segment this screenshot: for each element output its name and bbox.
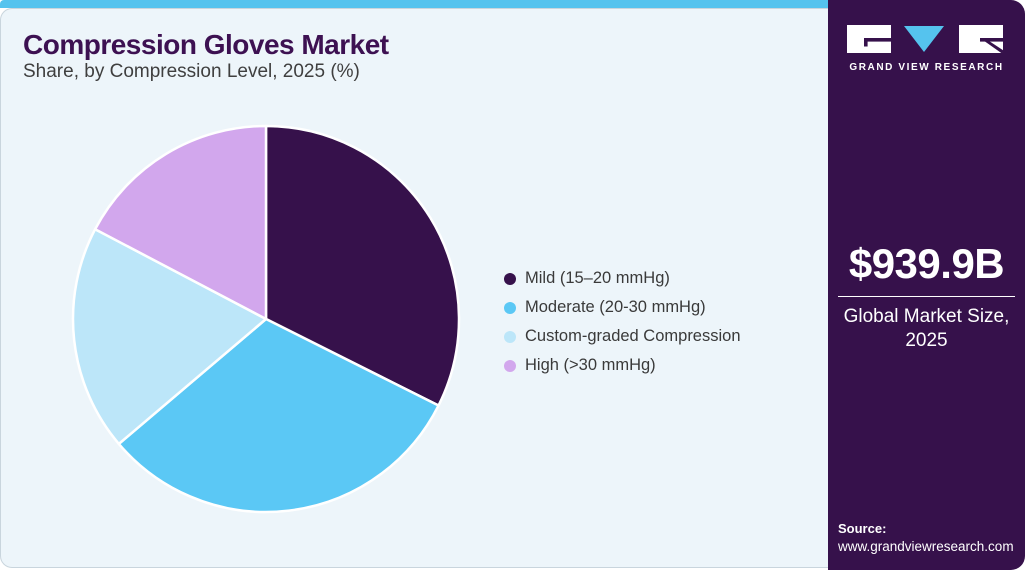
legend-item: Moderate (20-30 mmHg) (504, 293, 741, 322)
pie-slice-4 (93, 124, 268, 321)
page-title: Compression Gloves Market (23, 29, 389, 60)
legend-item: Mild (15–20 mmHg) (504, 264, 741, 293)
source-block: Source: www.grandviewresearch.com (838, 521, 1014, 556)
legend-label: Mild (15–20 mmHg) (525, 269, 670, 287)
brand-logo: GRAND VIEW RESEARCH (828, 22, 1025, 73)
divider (838, 296, 1015, 297)
legend-label: Custom-graded Compression (525, 327, 741, 345)
page-subtitle: Share, by Compression Level, 2025 (%) (23, 61, 360, 82)
legend-label: Moderate (20-30 mmHg) (525, 298, 706, 316)
sidebar-panel: GRAND VIEW RESEARCH $939.9B Global Marke… (828, 0, 1025, 570)
chart-card: Compression Gloves Market Share, by Comp… (0, 8, 836, 568)
legend-label: High (>30 mmHg) (525, 356, 656, 374)
pie-slice-1 (264, 124, 461, 407)
pie-slice-3 (71, 227, 268, 446)
legend-swatch-icon (504, 330, 516, 343)
gvr-logo-icon (846, 25, 1005, 54)
source-label: Source: (838, 521, 887, 536)
chart-legend: Mild (15–20 mmHg) Moderate (20-30 mmHg) Cu… (504, 264, 741, 380)
legend-swatch-icon (504, 301, 516, 314)
legend-swatch-icon (504, 359, 516, 372)
legend-item: Custom-graded Compression (504, 322, 741, 351)
pie-chart-svg (71, 124, 461, 514)
market-size-block: $939.9B Global Market Size, 2025 (838, 240, 1015, 353)
pie-chart (66, 119, 466, 519)
legend-item: High (>30 mmHg) (504, 351, 741, 380)
legend-swatch-icon (504, 272, 516, 285)
source-url-link[interactable]: www.grandviewresearch.com (838, 539, 1014, 554)
pie-slice-2 (117, 317, 440, 514)
market-size-label: Global Market Size, 2025 (843, 306, 1010, 351)
top-accent-strip (0, 0, 836, 8)
market-size-value: $939.9B (848, 240, 1005, 287)
brand-logo-text: GRAND VIEW RESEARCH (849, 62, 1004, 73)
